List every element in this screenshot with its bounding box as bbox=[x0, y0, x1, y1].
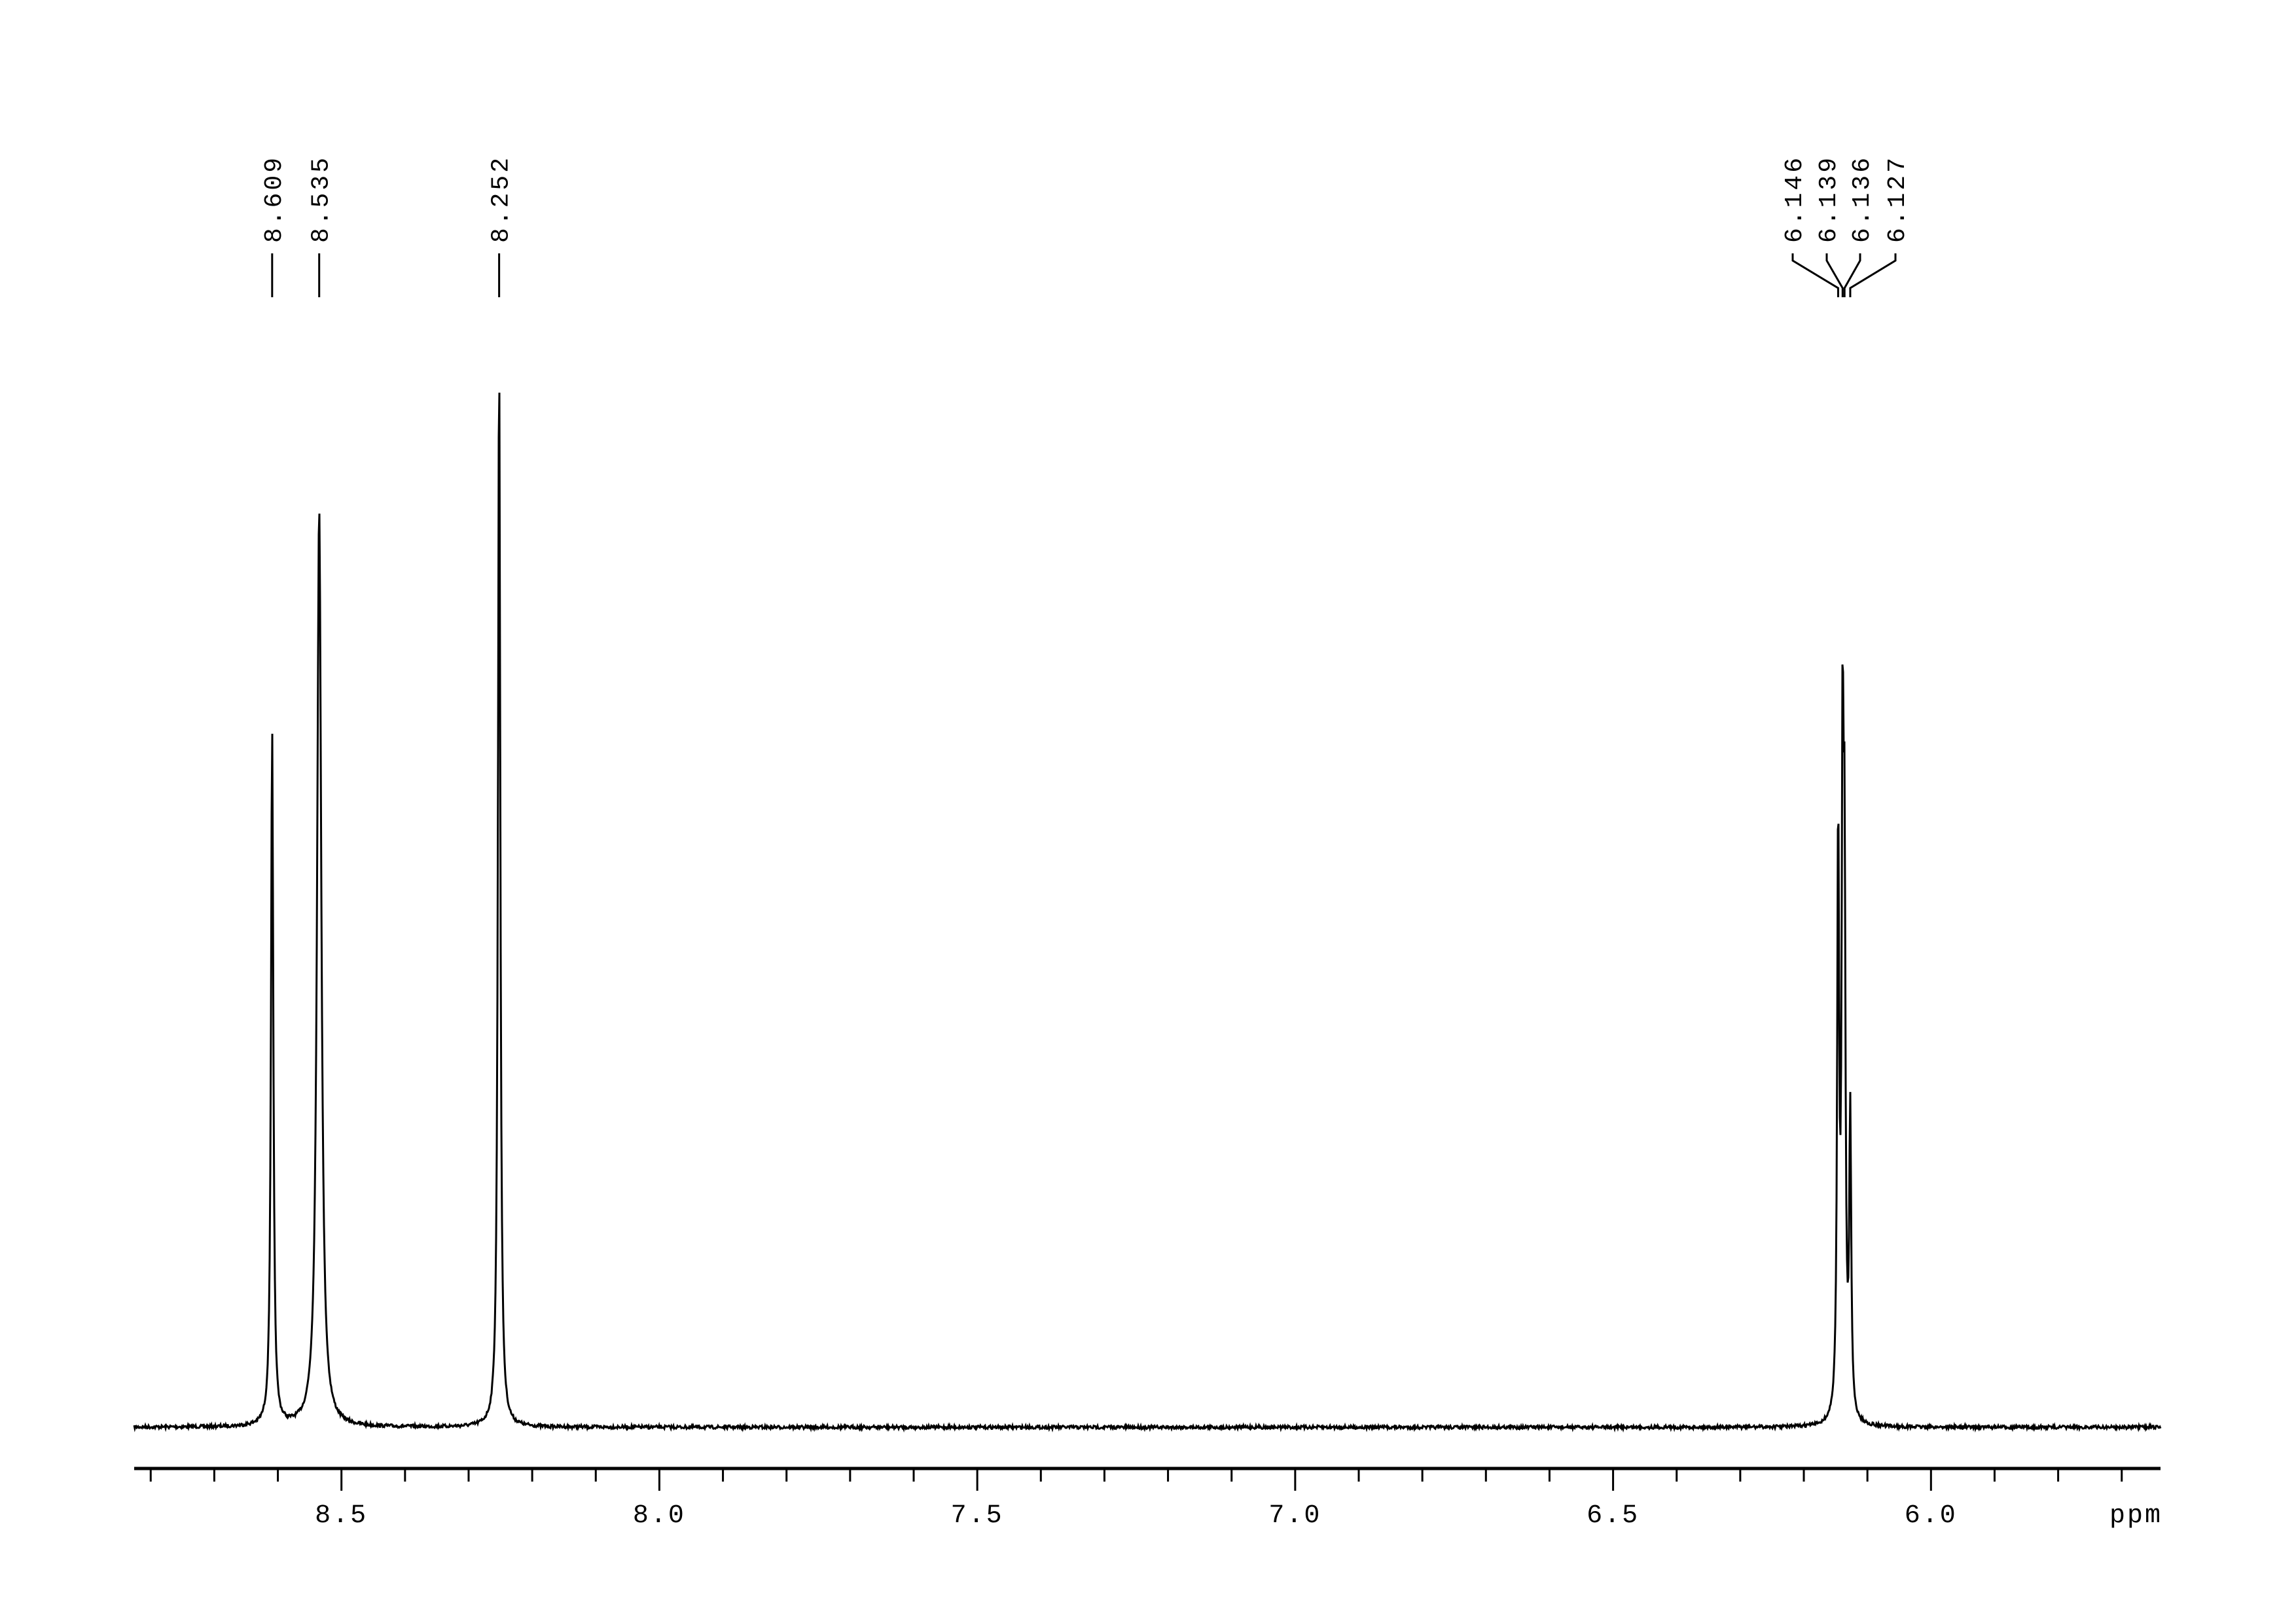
peak-label: 6.139 bbox=[1815, 155, 1843, 243]
x-tick-label: 7.5 bbox=[951, 1501, 1004, 1531]
spectrum-line bbox=[133, 392, 2162, 1433]
peak-label: 8.535 bbox=[308, 155, 336, 243]
peak-label: 6.146 bbox=[1781, 155, 1809, 243]
peak-marker-line bbox=[1849, 253, 1897, 297]
peak-marker-line bbox=[1791, 253, 1839, 297]
peak-label: 8.609 bbox=[260, 155, 289, 243]
x-axis-ticks: 8.5 8.0 7.5 7.0 6.5 6.0 bbox=[149, 1468, 2123, 1531]
peak-label: 6.127 bbox=[1884, 155, 1912, 243]
peak-label: 8.252 bbox=[488, 155, 516, 243]
x-tick-label: 6.5 bbox=[1587, 1501, 1640, 1531]
peak-labels: 8.609 8.535 8.252 6.146 6.139 6.136 6.127 bbox=[260, 155, 1912, 297]
x-tick-label: 8.5 bbox=[315, 1501, 368, 1531]
peak-label: 6.136 bbox=[1848, 155, 1876, 243]
x-axis-label: ppm bbox=[2109, 1501, 2162, 1531]
x-tick-label: 6.0 bbox=[1905, 1501, 1958, 1531]
peak-marker-line bbox=[1825, 253, 1844, 297]
x-tick-label: 8.0 bbox=[633, 1501, 686, 1531]
x-tick-label: 7.0 bbox=[1268, 1501, 1321, 1531]
peak-marker-line bbox=[1843, 253, 1861, 297]
